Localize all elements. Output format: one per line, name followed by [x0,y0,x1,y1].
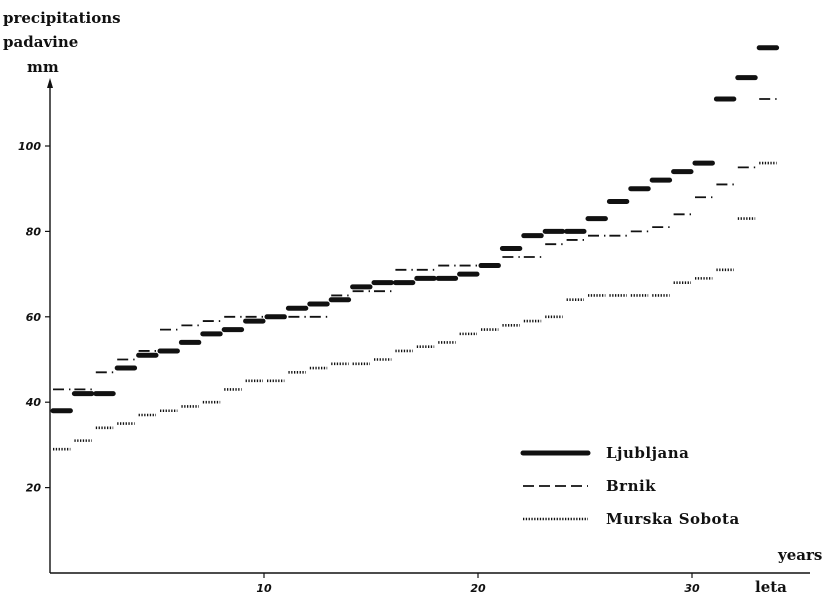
x-axis-title-line-1: years [777,546,822,564]
data-series [50,45,780,451]
x-tick-label: 10 [256,582,272,595]
y-axis-arrow [47,78,53,88]
y-tick-label: 20 [26,482,42,495]
axis-ticks: 20 40 60 80 100 10 20 30 [18,140,700,595]
legend: Ljubljana Brnik Murska Sobota [520,444,740,528]
y-axis-title-line-2: padavine [3,33,78,51]
legend-label: Ljubljana [606,444,689,462]
x-tick-label: 20 [470,582,486,595]
legend-label: Brnik [606,477,656,495]
axes [47,78,810,574]
y-tick-label: 40 [25,396,42,409]
series-ljubljana [50,45,780,414]
y-tick-label: 80 [26,225,42,238]
x-axis-title: years leta [755,546,822,596]
y-axis-title: precipitations padavine mm [3,9,121,76]
y-tick-label: 60 [26,311,42,324]
legend-label: Murska Sobota [606,510,740,528]
x-axis-title-line-2: leta [755,578,787,596]
y-axis-unit: mm [27,58,59,76]
x-tick-label: 30 [684,582,700,595]
series-brnik [53,98,777,391]
y-axis-title-line-1: precipitations [3,9,121,27]
series-murska-sobota [53,161,777,451]
y-tick-label: 100 [18,140,41,153]
